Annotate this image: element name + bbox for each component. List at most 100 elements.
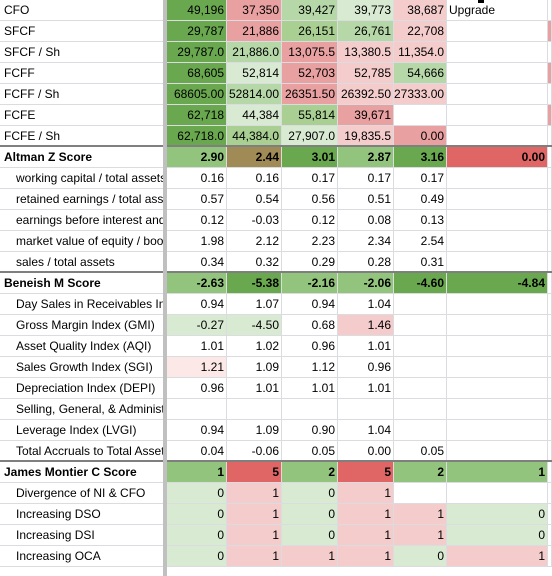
- value-cell[interactable]: [394, 336, 447, 356]
- value-cell[interactable]: [548, 168, 552, 188]
- row-label-cell[interactable]: Increasing OCA: [16, 549, 101, 563]
- value-cell[interactable]: 11,354.0: [394, 42, 447, 62]
- value-cell[interactable]: [548, 441, 552, 460]
- row-label-cell[interactable]: Divergence of NI & CFO: [16, 486, 146, 500]
- value-cell[interactable]: 55,814: [282, 105, 338, 125]
- value-cell[interactable]: 0.16: [167, 168, 227, 188]
- value-cell[interactable]: 0.12: [167, 210, 227, 230]
- value-cell[interactable]: [394, 378, 447, 398]
- row-label-cell[interactable]: FCFF / Sh: [4, 87, 60, 101]
- value-cell[interactable]: 0.08: [338, 210, 394, 230]
- value-cell[interactable]: 44,384.0: [227, 126, 282, 145]
- value-cell[interactable]: 26351.50: [282, 84, 338, 104]
- value-cell[interactable]: -0.06: [227, 441, 282, 460]
- value-cell[interactable]: 2.23: [282, 231, 338, 251]
- value-cell[interactable]: 22,708: [394, 21, 447, 41]
- value-cell[interactable]: [548, 63, 552, 83]
- value-cell[interactable]: 0.49: [394, 189, 447, 209]
- value-cell[interactable]: 0.96: [338, 357, 394, 377]
- value-cell[interactable]: 2.12: [227, 231, 282, 251]
- value-cell[interactable]: [227, 399, 282, 419]
- value-cell[interactable]: [548, 462, 552, 482]
- value-cell[interactable]: [338, 399, 394, 419]
- value-cell[interactable]: 13,380.5: [338, 42, 394, 62]
- value-cell[interactable]: -4.84: [447, 273, 548, 293]
- value-cell[interactable]: 0: [167, 504, 227, 524]
- value-cell[interactable]: [394, 399, 447, 419]
- value-cell[interactable]: 37,350: [227, 0, 282, 20]
- value-cell[interactable]: 1.01: [338, 336, 394, 356]
- value-cell[interactable]: 2: [394, 462, 447, 482]
- row-label-cell[interactable]: sales / total assets: [16, 255, 115, 269]
- value-cell[interactable]: 68605.00: [167, 84, 227, 104]
- value-cell[interactable]: [548, 483, 552, 503]
- value-cell[interactable]: [548, 0, 552, 20]
- value-cell[interactable]: 1: [227, 504, 282, 524]
- value-cell[interactable]: -4.50: [227, 315, 282, 335]
- row-label-cell[interactable]: earnings before interest and taxes: [16, 213, 163, 227]
- value-cell[interactable]: 0.94: [282, 294, 338, 314]
- value-cell[interactable]: [447, 84, 548, 104]
- value-cell[interactable]: [548, 273, 552, 293]
- value-cell[interactable]: 1.21: [167, 357, 227, 377]
- value-cell[interactable]: 1.09: [227, 357, 282, 377]
- value-cell[interactable]: [447, 315, 548, 335]
- value-cell[interactable]: 39,671: [338, 105, 394, 125]
- value-cell[interactable]: 19,835.5: [338, 126, 394, 145]
- value-cell[interactable]: 2: [282, 462, 338, 482]
- value-cell[interactable]: [548, 504, 552, 524]
- value-cell[interactable]: [548, 420, 552, 440]
- value-cell[interactable]: -4.60: [394, 273, 447, 293]
- value-cell[interactable]: 68,605: [167, 63, 227, 83]
- value-cell[interactable]: [447, 42, 548, 62]
- row-label-cell[interactable]: Depreciation Index (DEPI): [16, 381, 156, 395]
- value-cell[interactable]: [548, 231, 552, 251]
- row-label-cell[interactable]: SFCF: [4, 24, 36, 38]
- value-cell[interactable]: [548, 378, 552, 398]
- row-label-cell[interactable]: Asset Quality Index (AQI): [16, 339, 152, 353]
- value-cell[interactable]: 2.54: [394, 231, 447, 251]
- value-cell[interactable]: [548, 84, 552, 104]
- row-label-cell[interactable]: Selling, General, & Administrative: [16, 402, 163, 416]
- value-cell[interactable]: [548, 189, 552, 209]
- value-cell[interactable]: 0.51: [338, 189, 394, 209]
- row-label-cell[interactable]: CFO: [4, 3, 30, 17]
- value-cell[interactable]: 1: [447, 462, 548, 482]
- value-cell[interactable]: 0: [447, 525, 548, 545]
- value-cell[interactable]: 1: [394, 504, 447, 524]
- value-cell[interactable]: 1.02: [227, 336, 282, 356]
- value-cell[interactable]: [447, 441, 548, 460]
- value-cell[interactable]: 1.01: [338, 378, 394, 398]
- value-cell[interactable]: 13,075.5: [282, 42, 338, 62]
- value-cell[interactable]: 0.94: [167, 294, 227, 314]
- value-cell[interactable]: 39,773: [338, 0, 394, 20]
- value-cell[interactable]: [447, 231, 548, 251]
- value-cell[interactable]: [394, 420, 447, 440]
- value-cell[interactable]: 0: [447, 504, 548, 524]
- value-cell[interactable]: -0.27: [167, 315, 227, 335]
- row-label-cell[interactable]: FCFE: [4, 108, 36, 122]
- value-cell[interactable]: 0: [282, 504, 338, 524]
- value-cell[interactable]: [548, 336, 552, 356]
- value-cell[interactable]: [548, 252, 552, 271]
- value-cell[interactable]: 38,687: [394, 0, 447, 20]
- row-label-cell[interactable]: Increasing DSI: [16, 528, 95, 542]
- value-cell[interactable]: 54,666: [394, 63, 447, 83]
- value-cell[interactable]: [447, 63, 548, 83]
- value-cell[interactable]: 1: [227, 546, 282, 566]
- value-cell[interactable]: [447, 336, 548, 356]
- value-cell[interactable]: 0.28: [338, 252, 394, 271]
- value-cell[interactable]: 1.09: [227, 420, 282, 440]
- value-cell[interactable]: [447, 483, 548, 503]
- value-cell[interactable]: 0.32: [227, 252, 282, 271]
- value-cell[interactable]: 21,886.0: [227, 42, 282, 62]
- value-cell[interactable]: 1.01: [227, 378, 282, 398]
- value-cell[interactable]: 1: [338, 525, 394, 545]
- value-cell[interactable]: -0.03: [227, 210, 282, 230]
- value-cell[interactable]: [447, 210, 548, 230]
- value-cell[interactable]: -5.38: [227, 273, 282, 293]
- value-cell[interactable]: 2.90: [167, 147, 227, 167]
- row-label-cell[interactable]: FCFF: [4, 66, 35, 80]
- value-cell[interactable]: 0: [167, 525, 227, 545]
- frozen-column-divider[interactable]: [163, 0, 167, 576]
